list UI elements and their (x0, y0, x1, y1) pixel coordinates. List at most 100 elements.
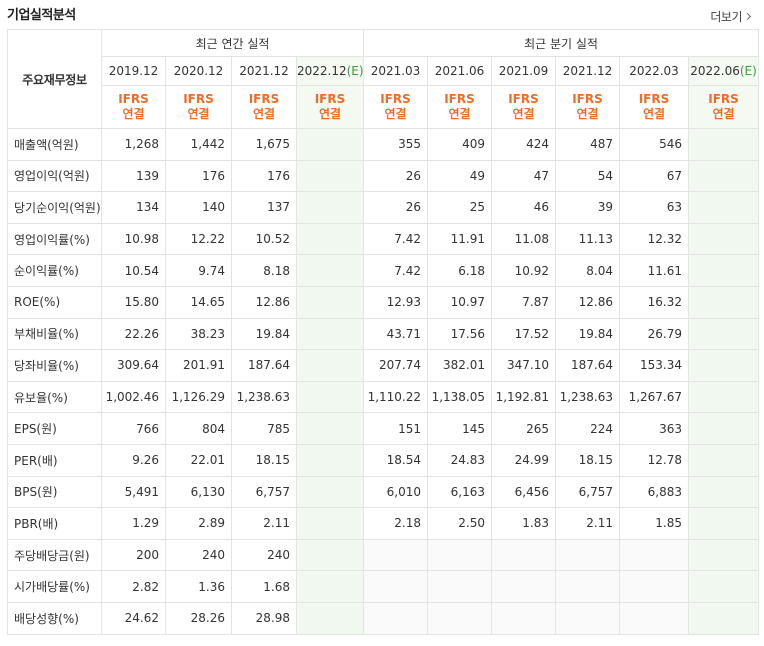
annual-estimate-cell (296, 317, 364, 351)
quarter-value-cell (363, 538, 428, 572)
table-row: 주당배당금(원) 200 240 240 (7, 538, 760, 572)
annual-value-cell: 187.64 (231, 349, 297, 382)
more-link[interactable]: 더보기 (710, 8, 752, 25)
quarter-estimate-cell (687, 128, 760, 161)
quarter-estimate-cell (687, 570, 760, 603)
annual-value-cell: 22.26 (101, 317, 166, 351)
quarter-value-cell (619, 601, 689, 635)
ifrs-badge: IFRS 연결 (101, 85, 166, 129)
quarter-value-cell: 7.42 (363, 222, 428, 256)
row-label: 시가배당률(%) (7, 570, 102, 603)
quarter-value-cell: 67 (619, 159, 689, 193)
annual-estimate-cell (296, 443, 364, 477)
quarter-value-cell: 6.18 (427, 254, 492, 287)
annual-value-cell: 22.01 (165, 443, 232, 477)
quarter-value-cell: 19.84 (555, 317, 620, 351)
quarter-value-cell: 487 (555, 128, 620, 161)
quarter-value-cell: 424 (491, 128, 556, 161)
quarter-value-cell: 265 (491, 412, 556, 445)
quarter-value-cell: 6,883 (619, 475, 689, 509)
consolidated-label: 연결 (512, 107, 535, 121)
quarter-value-cell: 7.42 (363, 254, 428, 287)
annual-value-cell: 176 (165, 159, 232, 193)
ifrs-badge: IFRS 연결 (363, 85, 428, 129)
annual-value-cell: 9.74 (165, 254, 232, 287)
ifrs-label: IFRS (118, 92, 149, 106)
chevron-right-icon (743, 12, 752, 21)
ifrs-label: IFRS (708, 92, 739, 106)
quarter-period: 2022.03 (619, 56, 689, 86)
annual-estimate-cell (296, 412, 364, 445)
quarter-value-cell: 17.52 (491, 317, 556, 351)
quarter-value-cell (427, 601, 492, 635)
quarter-value-cell: 18.54 (363, 443, 428, 477)
annual-period: 2020.12 (165, 56, 232, 86)
annual-estimate-cell (296, 128, 364, 161)
quarter-estimate-cell (687, 349, 760, 382)
quarter-value-cell: 224 (555, 412, 620, 445)
section-title: 기업실적분석 (7, 8, 76, 23)
row-label: 영업이익률(%) (7, 222, 102, 256)
quarter-value-cell: 1,192.81 (491, 380, 556, 414)
annual-value-cell: 1.36 (165, 570, 232, 603)
annual-value-cell: 1,126.29 (165, 380, 232, 414)
annual-estimate-cell (296, 159, 364, 193)
quarter-value-cell: 363 (619, 412, 689, 445)
table-row: PBR(배) 1.29 2.89 2.11 2.18 2.50 1.83 2.11 1.85 (7, 507, 760, 540)
quarter-value-cell (363, 601, 428, 635)
row-label: 매출액(억원) (7, 128, 102, 161)
consolidated-label: 연결 (712, 107, 735, 121)
annual-estimate-cell (296, 380, 364, 414)
row-label: 당기순이익(억원) (7, 191, 102, 224)
period-text: 2022.12 (297, 64, 347, 78)
period-text: 2022.03 (629, 64, 679, 78)
quarter-estimate-cell (687, 507, 760, 540)
estimate-mark: (E) (346, 64, 364, 78)
quarter-estimate-cell (687, 317, 760, 351)
annual-estimate-cell (296, 475, 364, 509)
quarter-value-cell: 26 (363, 191, 428, 224)
table-row: 유보율(%) 1,002.46 1,126.29 1,238.63 1,110.22 1,… (7, 380, 760, 414)
table-row: PER(배) 9.26 22.01 18.15 18.54 24.83 24.99 18.15… (7, 443, 760, 477)
table-row: 부채비율(%) 22.26 38.23 19.84 43.71 17.56 17.52 19.… (7, 317, 760, 351)
row-label: 배당성향(%) (7, 601, 102, 635)
quarter-value-cell: 47 (491, 159, 556, 193)
quarter-value-cell (491, 570, 556, 603)
annual-value-cell: 14.65 (165, 285, 232, 319)
quarter-value-cell: 2.18 (363, 507, 428, 540)
annual-value-cell: 309.64 (101, 349, 166, 382)
ifrs-label: IFRS (508, 92, 539, 106)
header-group-row: 주요재무정보 최근 연간 실적 최근 분기 실적 (7, 29, 760, 129)
quarter-estimate-cell (687, 254, 760, 287)
quarter-estimate-cell (687, 475, 760, 509)
period-text: 2020.12 (173, 64, 224, 78)
annual-estimate-cell (296, 285, 364, 319)
quarter-estimate-cell (687, 191, 760, 224)
quarter-value-cell: 63 (619, 191, 689, 224)
quarter-value-cell: 207.74 (363, 349, 428, 382)
annual-period: 2021.12 (231, 56, 297, 86)
period-text: 2022.06 (690, 64, 740, 78)
annual-value-cell: 2.89 (165, 507, 232, 540)
quarter-value-cell: 409 (427, 128, 492, 161)
annual-group-header: 최근 연간 실적 (101, 29, 364, 57)
annual-value-cell: 2.82 (101, 570, 166, 603)
quarter-estimate-cell (687, 412, 760, 445)
quarter-value-cell: 16.32 (619, 285, 689, 319)
ifrs-label: IFRS (444, 92, 475, 106)
quarter-value-cell: 2.11 (555, 507, 620, 540)
annual-value-cell: 1,002.46 (101, 380, 166, 414)
row-label: BPS(원) (7, 475, 102, 509)
annual-value-cell: 10.98 (101, 222, 166, 256)
row-label: 주당배당금(원) (7, 538, 102, 572)
consolidated-label: 연결 (642, 107, 666, 121)
annual-estimate-cell (296, 538, 364, 572)
annual-value-cell: 9.26 (101, 443, 166, 477)
quarter-estimate-cell (687, 601, 760, 635)
quarter-value-cell (619, 538, 689, 572)
quarter-value-cell: 12.86 (555, 285, 620, 319)
quarter-value-cell: 151 (363, 412, 428, 445)
ifrs-badge: IFRS 연결 (555, 85, 620, 129)
row-label: 순이익률(%) (7, 254, 102, 287)
quarter-value-cell: 17.56 (427, 317, 492, 351)
